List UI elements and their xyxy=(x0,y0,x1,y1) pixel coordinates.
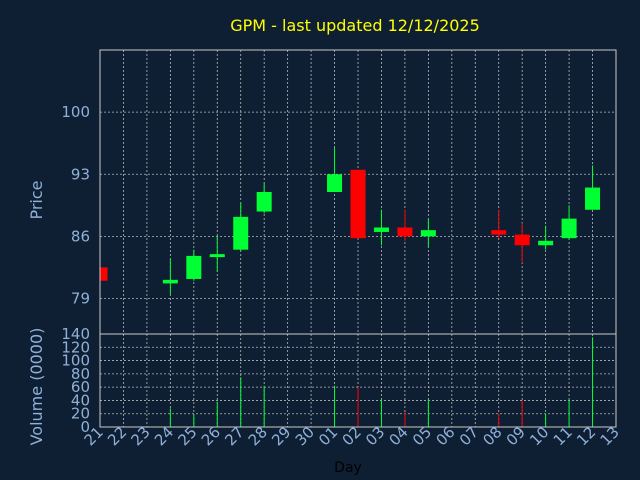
volume-y-tick-label: 140 xyxy=(61,325,90,343)
candle-body xyxy=(100,267,108,281)
candle xyxy=(350,169,366,239)
candle xyxy=(373,209,389,246)
price-panel: 100 93 86 79 Price xyxy=(27,49,617,335)
candle-body xyxy=(538,240,554,246)
volume-y-tick-label: 80 xyxy=(71,365,90,383)
candle-body xyxy=(514,234,530,246)
candle xyxy=(538,225,554,250)
price-y-tick-labels: 100 93 86 79 xyxy=(61,103,90,307)
price-y-tick-label: 79 xyxy=(71,290,90,308)
candle-body xyxy=(561,218,577,239)
price-y-tick-label: 86 xyxy=(71,227,90,245)
candle xyxy=(327,147,343,192)
candle xyxy=(256,183,272,214)
candle xyxy=(491,209,507,239)
candle-body xyxy=(350,169,366,239)
candle xyxy=(186,249,202,281)
volume-y-tick-label: 120 xyxy=(61,338,90,356)
candle-body xyxy=(397,227,413,237)
candle xyxy=(99,267,108,281)
candle-body xyxy=(373,227,389,232)
candle-body xyxy=(585,187,601,210)
price-candles xyxy=(99,147,601,295)
candle-body xyxy=(186,255,202,279)
x-tick-labels: 2122232425262728293001020304050607080910… xyxy=(81,423,623,449)
volume-y-tick-label: 100 xyxy=(61,352,90,370)
volume-axis-label: Volume (0000) xyxy=(27,328,46,446)
candle-body xyxy=(420,230,436,237)
candle xyxy=(585,165,601,210)
price-axis-label: Price xyxy=(27,180,46,219)
candle-body xyxy=(327,174,343,192)
candle xyxy=(397,209,413,241)
volume-y-tick-label: 0 xyxy=(80,418,90,436)
volume-y-tick-label: 20 xyxy=(71,405,90,423)
candle xyxy=(162,258,178,295)
volume-plot-frame xyxy=(99,333,617,428)
candle-body xyxy=(491,230,507,235)
volume-y-tick-label: 60 xyxy=(71,378,90,396)
candle xyxy=(233,202,249,252)
candle xyxy=(561,205,577,240)
candle-body xyxy=(162,279,178,284)
volume-bars xyxy=(99,337,594,427)
price-y-tick-label: 93 xyxy=(71,165,90,183)
candle-body xyxy=(233,216,249,250)
candle xyxy=(420,218,436,248)
price-grid xyxy=(99,50,617,334)
chart-title: GPM - last updated 12/12/2025 xyxy=(230,16,480,35)
price-y-tick-label: 100 xyxy=(61,103,90,121)
candle-body xyxy=(209,254,225,258)
x-axis-label: Day xyxy=(334,460,362,476)
volume-y-tick-label: 40 xyxy=(71,391,90,409)
candle xyxy=(514,223,530,263)
candle xyxy=(209,236,225,272)
candle-body xyxy=(256,192,272,212)
